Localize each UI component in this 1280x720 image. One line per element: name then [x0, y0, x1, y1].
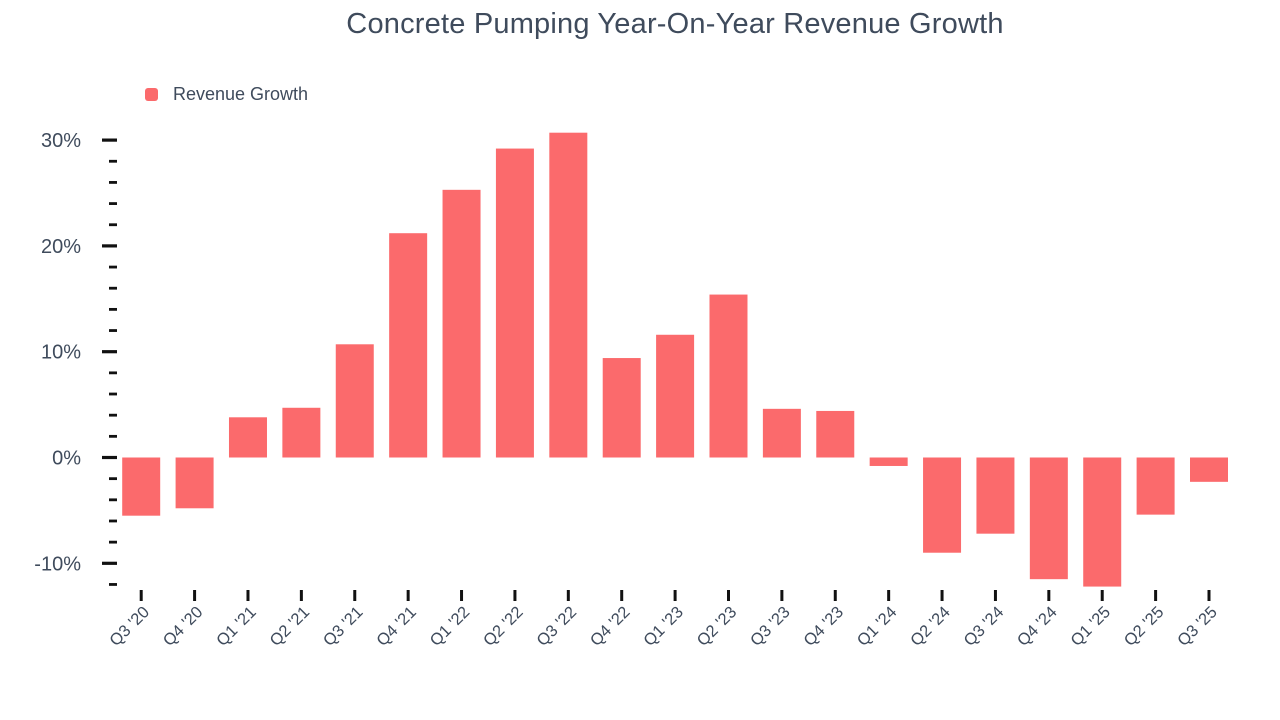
x-axis-tick-label: Q4 '24: [1014, 603, 1061, 650]
bar-Q4 '23[interactable]: [816, 410, 855, 458]
x-axis-tick-label: Q1 '22: [427, 603, 474, 650]
x-axis-tick-label: Q1 '23: [640, 603, 687, 650]
legend-item-revenue-growth[interactable]: Revenue Growth: [145, 84, 308, 105]
bar-Q4 '20[interactable]: [175, 457, 214, 509]
x-axis-tick-label: Q3 '25: [1174, 603, 1221, 650]
y-axis-tick-label: 30%: [41, 130, 81, 152]
bar-Q1 '24[interactable]: [869, 457, 908, 466]
bar-Q2 '24[interactable]: [923, 457, 962, 553]
bar-Q2 '25[interactable]: [1136, 457, 1175, 515]
legend-label: Revenue Growth: [173, 84, 309, 104]
bar-Q3 '20[interactable]: [122, 457, 161, 516]
bar-Q1 '23[interactable]: [656, 334, 695, 458]
y-axis-tick-label: -10%: [34, 553, 81, 575]
x-axis-tick-label: Q3 '22: [533, 603, 580, 650]
chart-title: Concrete Pumping Year-On-Year Revenue Gr…: [346, 8, 1004, 40]
bar-Q3 '25[interactable]: [1190, 457, 1228, 482]
x-axis-tick-label: Q3 '20: [106, 603, 153, 650]
x-axis-tick-label: Q2 '25: [1121, 603, 1168, 650]
x-axis-tick-label: Q4 '20: [160, 603, 207, 650]
bar-Q4 '24[interactable]: [1029, 457, 1068, 580]
y-axis-tick-label: 20%: [41, 236, 81, 258]
bar-Q2 '23[interactable]: [709, 294, 748, 458]
y-axis-tick-label: 10%: [41, 342, 81, 364]
x-axis-tick-label: Q2 '22: [480, 603, 527, 650]
x-axis-tick-label: Q1 '21: [213, 603, 260, 650]
bar-Q3 '24[interactable]: [976, 457, 1015, 534]
y-axis-tick-label: 0%: [52, 448, 81, 470]
bar-Q3 '22[interactable]: [549, 132, 588, 458]
x-axis-tick-label: Q3 '23: [747, 603, 794, 650]
bar-Q1 '21[interactable]: [228, 417, 267, 458]
x-axis-tick-label: Q2 '24: [907, 603, 954, 650]
x-axis-tick-label: Q1 '24: [854, 603, 901, 650]
bar-Q1 '25[interactable]: [1083, 457, 1122, 587]
x-axis-tick-label: Q2 '21: [266, 603, 313, 650]
x-axis-tick-label: Q3 '24: [961, 603, 1008, 650]
bar-Q3 '21[interactable]: [335, 344, 374, 458]
bar-Q2 '22[interactable]: [495, 148, 534, 458]
bar-Q1 '22[interactable]: [442, 189, 481, 458]
x-axis-tick-label: Q1 '25: [1067, 603, 1114, 650]
bar-Q2 '21[interactable]: [282, 407, 321, 458]
x-axis-tick-label: Q2 '23: [694, 603, 741, 650]
x-axis-tick-label: Q4 '21: [373, 603, 420, 650]
x-axis-tick-label: Q4 '23: [800, 603, 847, 650]
legend-marker-icon: [145, 88, 158, 101]
x-axis-tick-label: Q3 '21: [320, 603, 367, 650]
bar-Q4 '22[interactable]: [602, 358, 641, 458]
bar-Q3 '23[interactable]: [762, 408, 801, 458]
bar-Q4 '21[interactable]: [389, 233, 428, 458]
x-axis-tick-label: Q4 '22: [587, 603, 634, 650]
